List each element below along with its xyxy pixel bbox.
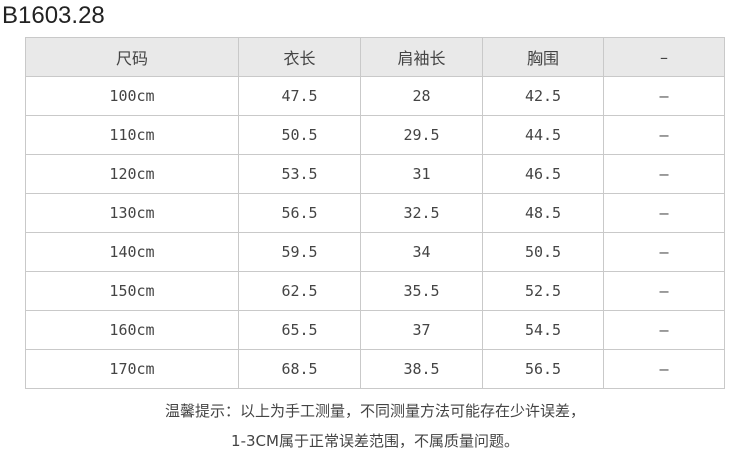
header-row: 尺码 衣长 肩袖长 胸围 – (25, 37, 725, 77)
table-row: 110cm 50.5 29.5 44.5– (25, 115, 725, 155)
cell-extra: – (603, 349, 725, 389)
cell-size: 120cm (25, 154, 239, 194)
header-size: 尺码 (25, 37, 239, 77)
cell-chest: 54.5 (482, 310, 604, 350)
note-line-2: 1-3CM属于正常误差范围，不属质量问题。 (231, 432, 519, 450)
cell-sleeve: 31 (360, 154, 483, 194)
table-row: 160cm 65.5 37 54.5– (25, 310, 725, 350)
header-chest: 胸围 (482, 37, 604, 77)
cell-size: 110cm (25, 115, 239, 155)
cell-size: 150cm (25, 271, 239, 311)
cell-sleeve: 38.5 (360, 349, 483, 389)
table-row: 130cm 56.5 32.5 48.5– (25, 193, 725, 233)
cell-length: 56.5 (238, 193, 361, 233)
cell-size: 130cm (25, 193, 239, 233)
cell-chest: 56.5 (482, 349, 604, 389)
cell-size: 100cm (25, 76, 239, 116)
product-code: B1603.28 (2, 2, 105, 29)
cell-sleeve: 35.5 (360, 271, 483, 311)
table-row: 140cm 59.5 34 50.5– (25, 232, 725, 272)
cell-chest: 52.5 (482, 271, 604, 311)
header-length: 衣长 (238, 37, 361, 77)
cell-length: 62.5 (238, 271, 361, 311)
cell-chest: 50.5 (482, 232, 604, 272)
cell-extra: – (603, 154, 725, 194)
table-row: 170cm 68.5 38.5 56.5– (25, 349, 725, 389)
cell-sleeve: 29.5 (360, 115, 483, 155)
cell-length: 53.5 (238, 154, 361, 194)
cell-chest: 48.5 (482, 193, 604, 233)
header-extra: – (603, 37, 725, 77)
cell-chest: 44.5 (482, 115, 604, 155)
table-row: 120cm 53.5 31 46.5– (25, 154, 725, 194)
header-sleeve: 肩袖长 (360, 37, 483, 77)
size-chart-table: 尺码 衣长 肩袖长 胸围 – 100cm 47.5 28 42.5–110cm 50.5… (25, 37, 725, 389)
cell-chest: 42.5 (482, 76, 604, 116)
cell-size: 140cm (25, 232, 239, 272)
cell-extra: – (603, 115, 725, 155)
cell-sleeve: 28 (360, 76, 483, 116)
cell-sleeve: 37 (360, 310, 483, 350)
cell-sleeve: 32.5 (360, 193, 483, 233)
cell-length: 47.5 (238, 76, 361, 116)
cell-extra: – (603, 271, 725, 311)
cell-extra: – (603, 232, 725, 272)
table-row: 150cm 62.5 35.5 52.5– (25, 271, 725, 311)
cell-length: 59.5 (238, 232, 361, 272)
cell-length: 68.5 (238, 349, 361, 389)
cell-extra: – (603, 76, 725, 116)
table-row: 100cm 47.5 28 42.5– (25, 76, 725, 116)
cell-length: 50.5 (238, 115, 361, 155)
cell-length: 65.5 (238, 310, 361, 350)
cell-size: 170cm (25, 349, 239, 389)
cell-size: 160cm (25, 310, 239, 350)
note-line-1: 温馨提示：以上为手工测量，不同测量方法可能存在少许误差， (164, 402, 585, 420)
cell-chest: 46.5 (482, 154, 604, 194)
cell-sleeve: 34 (360, 232, 483, 272)
cell-extra: – (603, 310, 725, 350)
cell-extra: – (603, 193, 725, 233)
